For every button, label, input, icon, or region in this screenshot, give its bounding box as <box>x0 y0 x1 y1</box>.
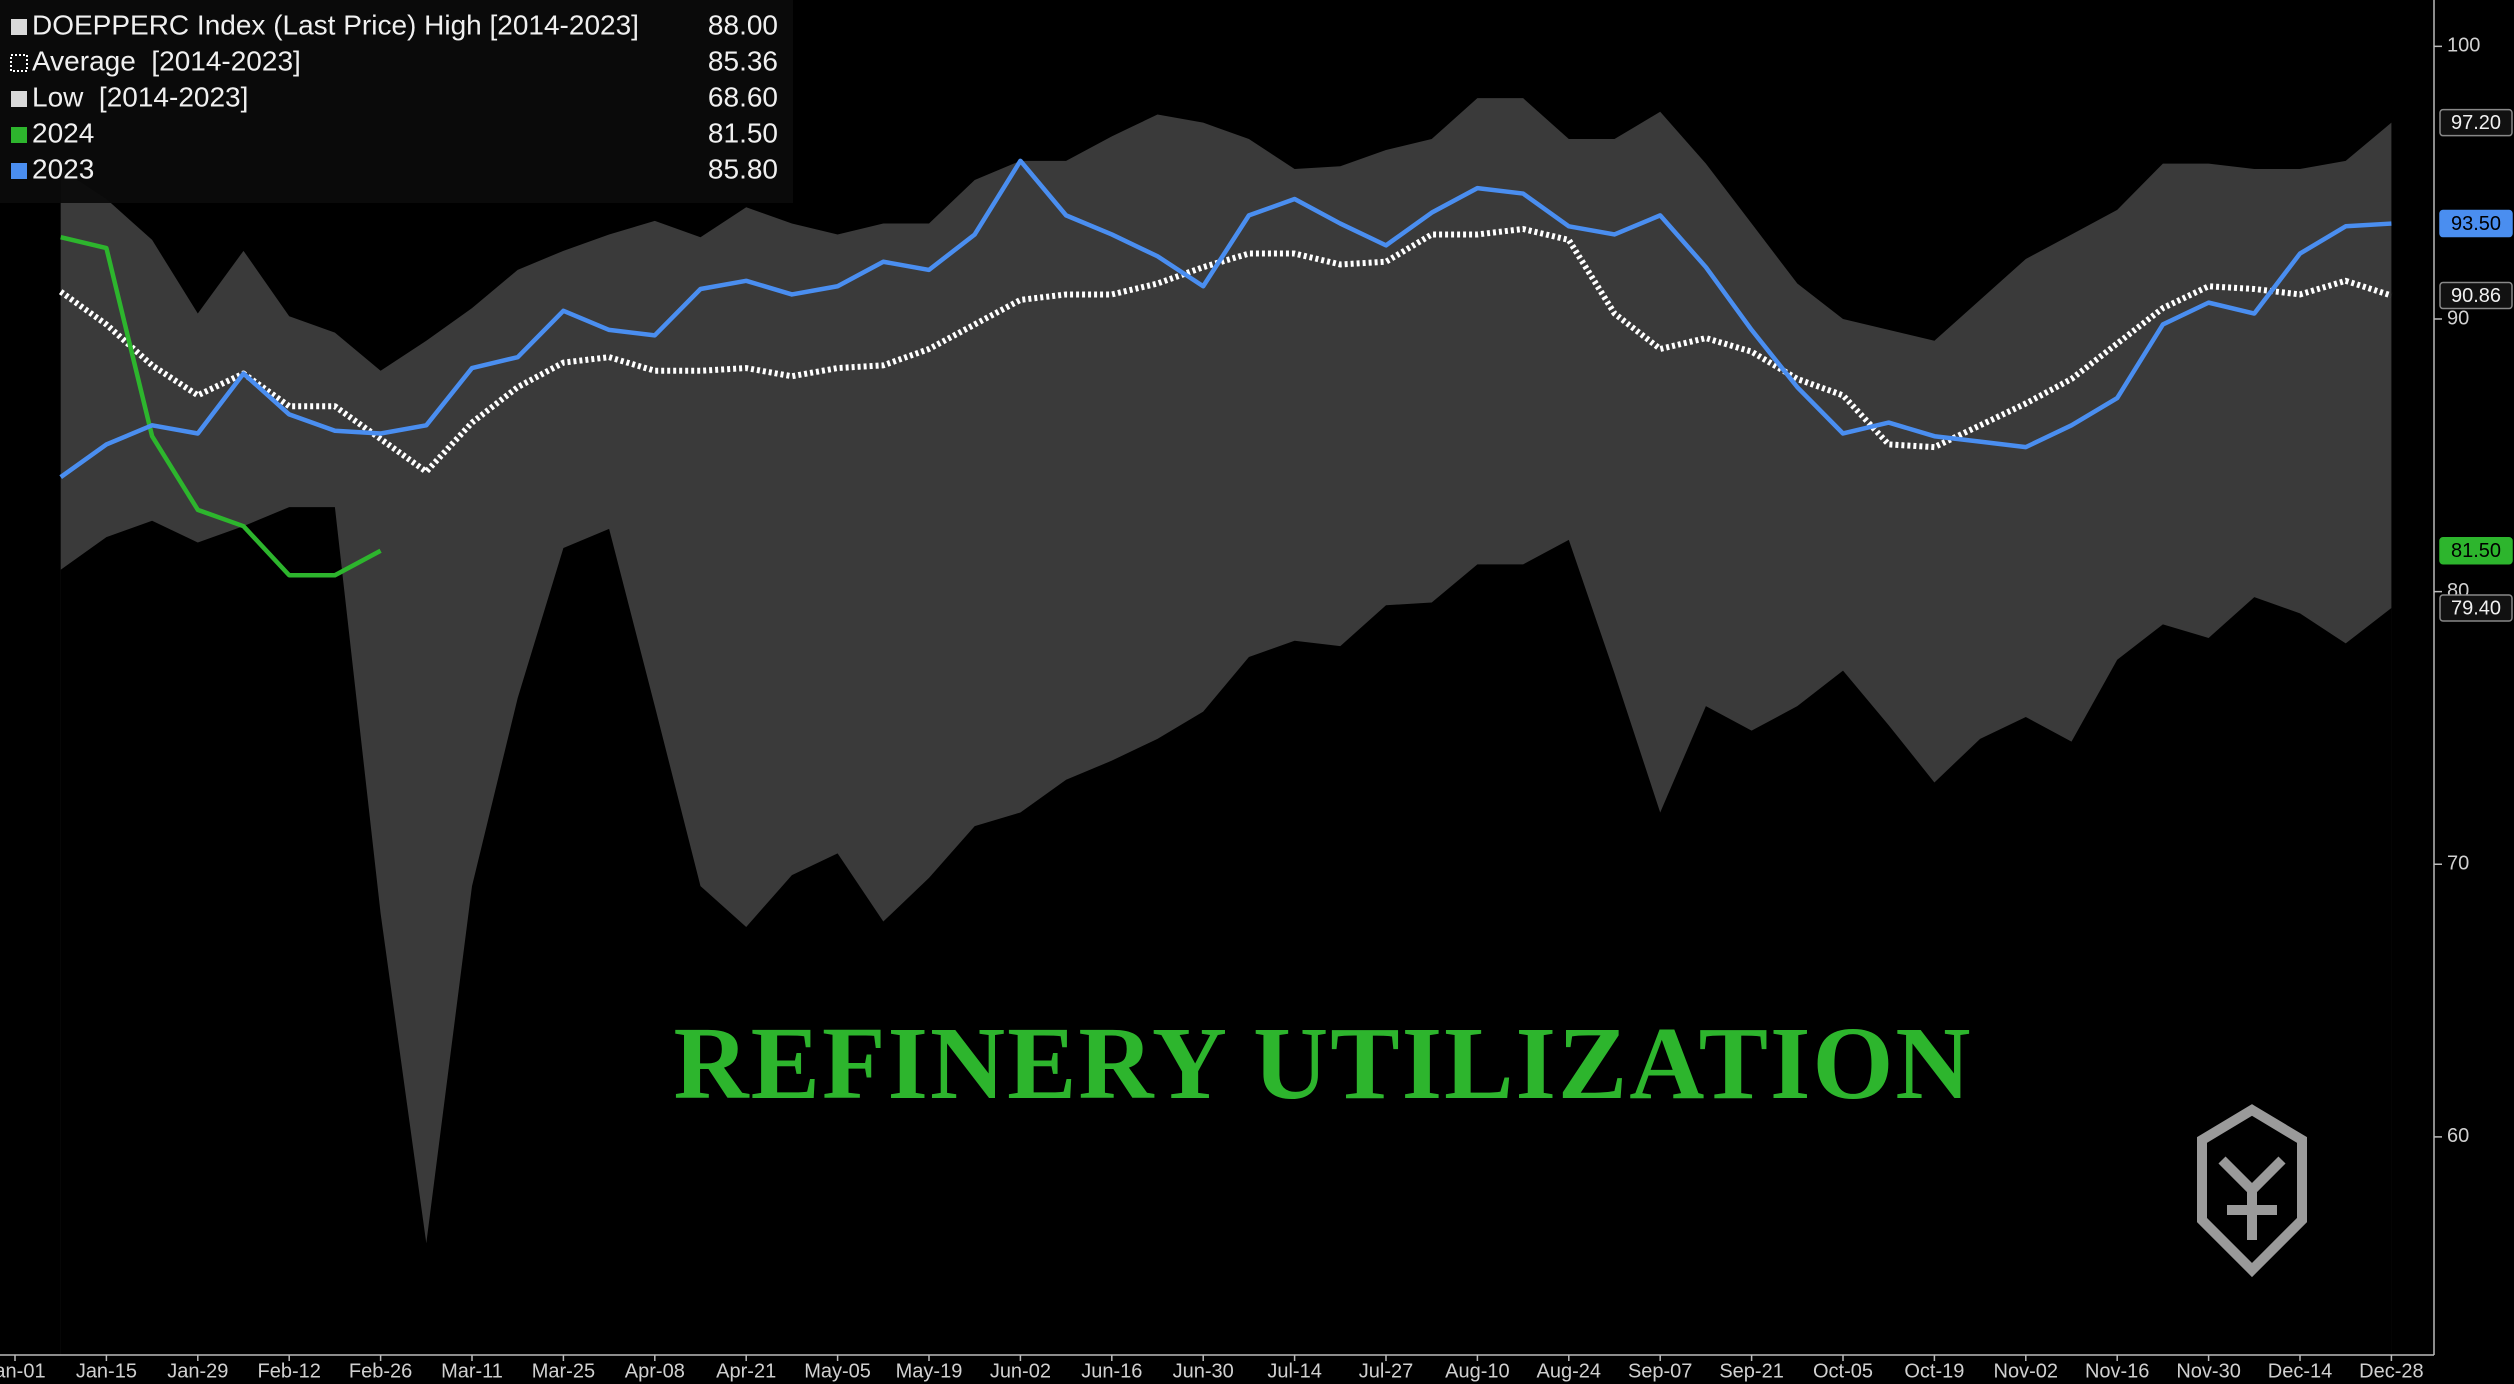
x-tick-label: Mar-11 <box>441 1360 503 1382</box>
x-tick-label: Mar-25 <box>532 1360 595 1382</box>
plot-area <box>58 98 2393 1355</box>
legend-value: 88.00 <box>708 9 778 40</box>
x-tick-label: Jun-30 <box>1173 1360 1234 1382</box>
legend: DOEPPERC Index (Last Price) High [2014-2… <box>0 0 793 203</box>
series-line <box>60 235 382 578</box>
x-tick-label: Jun-02 <box>990 1360 1051 1382</box>
x-tick-label: Sep-07 <box>1628 1360 1693 1382</box>
x-tick-label: Apr-21 <box>716 1360 776 1382</box>
chart-title: REFINERY UTILIZATION <box>673 1006 1972 1121</box>
value-label: 97.20 <box>2451 112 2501 134</box>
x-tick-label: Jan-15 <box>76 1360 137 1382</box>
x-tick-label: Nov-30 <box>2176 1360 2240 1382</box>
value-label: 79.40 <box>2451 597 2501 619</box>
value-label-box <box>2439 108 2513 137</box>
series-line <box>58 226 2393 475</box>
x-tick-label: May-05 <box>804 1360 871 1382</box>
x-tick-label: Oct-19 <box>1904 1360 1964 1382</box>
y-tick-label: 90 <box>2447 307 2469 329</box>
legend-marker <box>10 54 28 72</box>
legend-marker <box>11 91 27 107</box>
legend-marker <box>11 19 27 35</box>
value-label-box <box>2439 281 2513 310</box>
y-tick-label: 60 <box>2447 1125 2469 1147</box>
legend-label: DOEPPERC Index (Last Price) High [2014-2… <box>32 9 639 40</box>
legend-value: 85.80 <box>708 153 778 184</box>
value-label-box <box>2439 209 2513 238</box>
x-tick-label: Apr-08 <box>625 1360 685 1382</box>
legend-marker <box>11 127 27 143</box>
legend-value: 85.36 <box>708 45 778 76</box>
legend-value: 68.60 <box>708 81 778 112</box>
x-tick-label: Feb-12 <box>258 1360 321 1382</box>
legend-label: 2023 <box>32 153 94 184</box>
value-label: 81.50 <box>2451 540 2501 562</box>
x-tick-label: Jan-01 <box>0 1360 46 1382</box>
logo-shape <box>2197 1104 2307 1278</box>
legend-value: 81.50 <box>708 117 778 148</box>
series-line <box>59 158 2392 479</box>
x-tick-label: Oct-05 <box>1813 1360 1873 1382</box>
x-tick-label: Feb-26 <box>349 1360 412 1382</box>
value-label: 93.50 <box>2451 213 2501 235</box>
y-tick-label: 100 <box>2447 35 2480 57</box>
legend-marker <box>11 163 27 179</box>
legend-box <box>0 0 793 203</box>
x-tick-label: Dec-28 <box>2359 1360 2423 1382</box>
logo-mark <box>2218 1156 2286 1240</box>
x-tick-label: Jan-29 <box>167 1360 228 1382</box>
x-tick-label: Aug-10 <box>1445 1360 1510 1382</box>
legend-label: 2024 <box>32 117 94 148</box>
value-label-box <box>2439 536 2513 565</box>
x-tick-label: Jun-16 <box>1081 1360 1142 1382</box>
x-tick-label: Aug-24 <box>1537 1360 1602 1382</box>
x-tick-label: Jul-27 <box>1359 1360 1413 1382</box>
y-tick-label: 70 <box>2447 853 2469 875</box>
x-tick-label: Dec-14 <box>2268 1360 2332 1382</box>
legend-label: Average [2014-2023] <box>32 45 301 76</box>
band-area <box>60 507 2392 1355</box>
legend-label: Low [2014-2023] <box>32 81 248 112</box>
x-tick-label: Nov-02 <box>1994 1360 2058 1382</box>
logo <box>2197 1104 2307 1278</box>
value-label: 90.86 <box>2451 285 2501 307</box>
value-label-box <box>2439 594 2513 622</box>
x-tick-label: Nov-16 <box>2085 1360 2149 1382</box>
x-tick-label: Jul-14 <box>1267 1360 1321 1382</box>
x-tick-label: Sep-21 <box>1719 1360 1784 1382</box>
x-tick-label: May-19 <box>896 1360 963 1382</box>
